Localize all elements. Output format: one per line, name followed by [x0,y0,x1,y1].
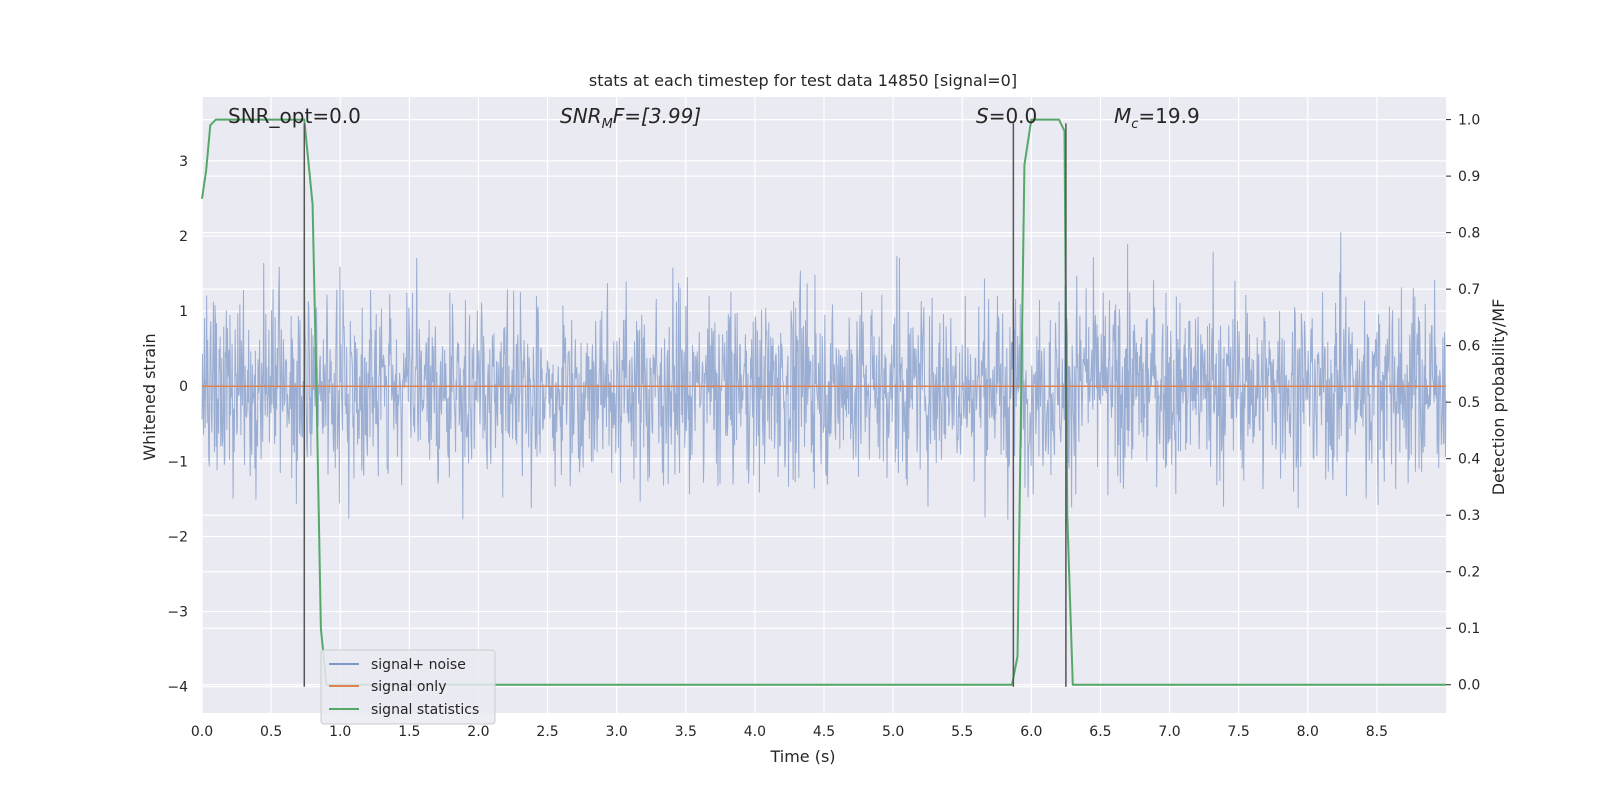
y2-tick-label: 0.0 [1458,678,1480,694]
legend-label-signal: signal only [371,679,446,695]
y2-tick-label: 0.9 [1458,169,1480,185]
y-tick-label: 2 [179,229,188,245]
x-tick-label: 6.0 [1020,724,1042,740]
annotation-snr-mf-rest: F=[3.99] [613,104,701,128]
x-tick-label: 3.0 [606,724,628,740]
y2-tick-label: 0.6 [1458,339,1480,355]
x-tick-label: 5.0 [882,724,904,740]
annotation-snr-opt: SNR_opt=0.0 [228,104,361,128]
legend-box [320,649,496,725]
noise-line [201,232,1447,520]
annotation-snr-mf-sub: M [602,117,613,132]
y2-tick-label: 0.4 [1458,452,1480,468]
y-tick-label: 1 [179,304,188,320]
y-axis-title: Whitened strain [140,333,159,460]
x-tick-label: 7.5 [1228,724,1250,740]
annotation-mc: Mc=19.9 [1114,104,1200,132]
x-tick-label: 0.0 [191,724,213,740]
x-tick-label: 8.0 [1297,724,1319,740]
annotation-snr-mf-main: SNR [560,104,602,128]
y-tick-label: −2 [167,529,188,545]
noise-series [201,232,1447,520]
legend-label-stats: signal statistics [371,702,479,718]
annotation-s-rest: =0.0 [989,104,1038,128]
y-tick-label: 3 [179,154,188,170]
y2-tick-label: 0.1 [1458,621,1480,637]
vertical-markers [303,123,1067,687]
y2-tick-label: 0.2 [1458,565,1480,581]
x-tick-label: 2.0 [467,724,489,740]
y2-tick-label: 0.5 [1458,395,1480,411]
y2-tick-label: 1.0 [1458,113,1480,129]
x-tick-label: 3.5 [675,724,697,740]
series-lines [201,118,1446,686]
annotation-s: S=0.0 [976,104,1037,128]
x-tick-label: 7.0 [1158,724,1180,740]
y-tick-label: −1 [167,454,188,470]
y-tick-label: 0 [179,379,188,395]
y2-axis-title: Detection probability/MF [1489,299,1508,496]
legend-label-noise: signal+ noise [371,657,466,673]
tick-labels: 0.0 0.5 1.0 1.5 2.0 2.5 3.0 3.5 4.0 4.5 5.0 5.5 6.0 6… [167,113,1480,740]
y2-tick-label: 0.7 [1458,282,1480,298]
x-tick-label: 0.5 [260,724,282,740]
signal-statistics-line [201,118,1446,686]
annotation-snr-mf: SNRMF=[3.99] [560,104,701,132]
x-axis-title: Time (s) [769,747,835,766]
y2-tick-label: 0.8 [1458,226,1480,242]
x-tick-label: 5.5 [951,724,973,740]
annotation-s-main: S [976,104,989,128]
annotation-mc-rest: =19.9 [1138,104,1199,128]
y2-tick-label: 0.3 [1458,508,1480,524]
x-tick-label: 8.5 [1366,724,1388,740]
x-tick-label: 1.0 [329,724,351,740]
x-tick-label: 2.5 [536,724,558,740]
x-tick-label: 4.5 [813,724,835,740]
y-tick-label: −4 [167,680,188,696]
chart-title: stats at each timestep for test data 148… [589,71,1017,90]
x-tick-label: 4.0 [744,724,766,740]
annotation-mc-sub: c [1131,117,1138,132]
x-tick-label: 6.5 [1089,724,1111,740]
annotation-mc-main: M [1114,104,1131,128]
y-tick-label: −3 [167,605,188,621]
x-tick-label: 1.5 [398,724,420,740]
legend: signal+ noise signal only signal statist… [320,649,496,725]
